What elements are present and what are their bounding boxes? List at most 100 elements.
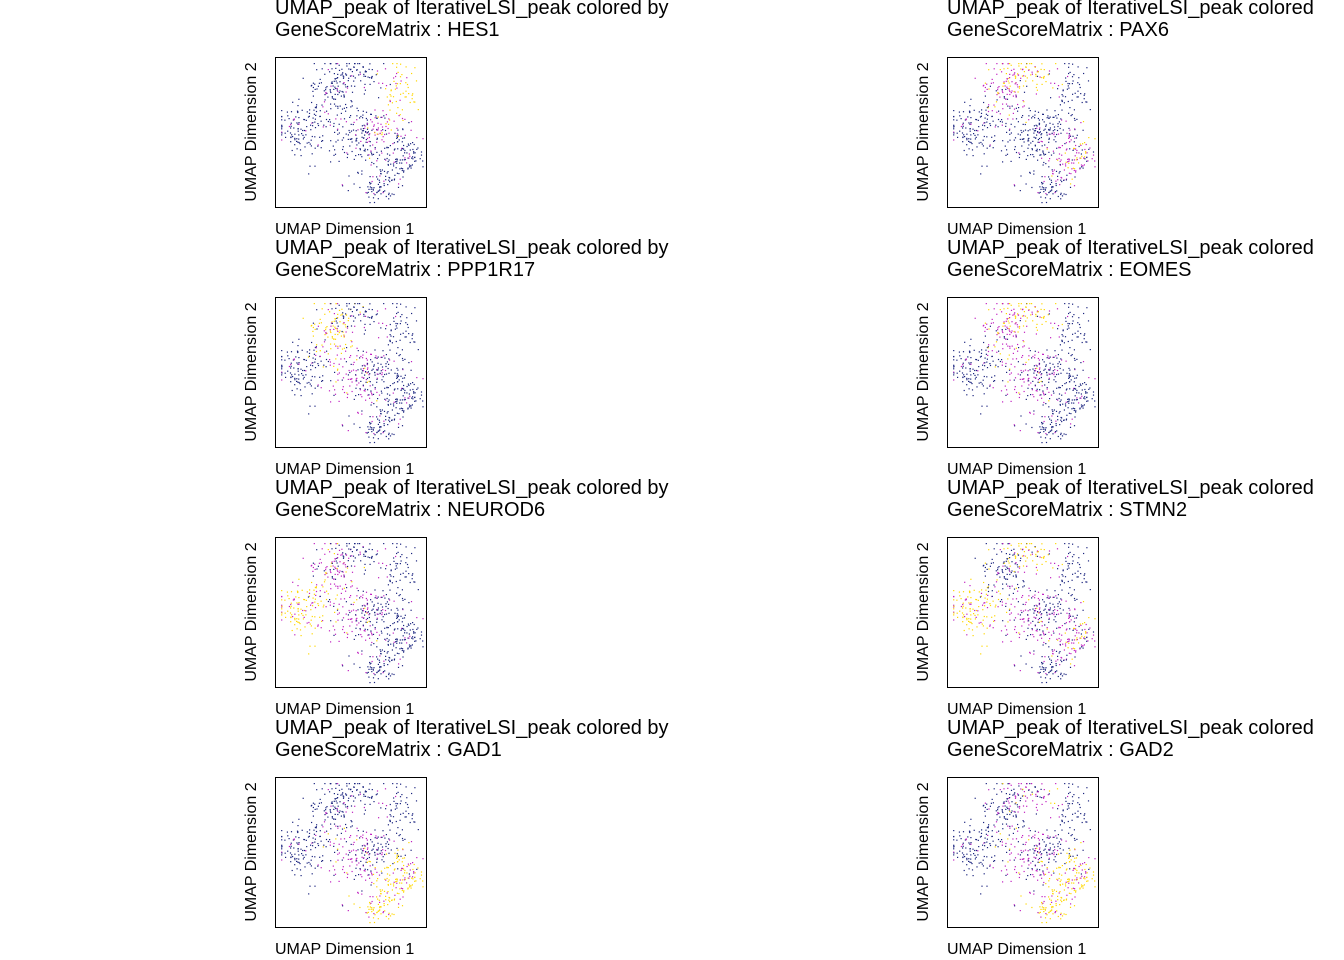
- scatter-point: [366, 381, 368, 383]
- scatter-point: [354, 543, 356, 545]
- scatter-point: [296, 122, 298, 124]
- scatter-point: [1028, 620, 1030, 622]
- scatter-point: [365, 159, 367, 161]
- scatter-point: [1052, 130, 1054, 132]
- scatter-point: [303, 136, 305, 138]
- scatter-point: [1062, 403, 1064, 405]
- scatter-point: [1078, 83, 1081, 86]
- scatter-point: [1067, 158, 1069, 160]
- scatter-point: [288, 598, 290, 600]
- scatter-point: [403, 170, 405, 172]
- scatter-point: [357, 172, 359, 174]
- scatter-point: [330, 401, 332, 403]
- scatter-point: [985, 353, 987, 355]
- scatter-point: [1005, 362, 1007, 365]
- scatter-point: [359, 666, 361, 669]
- scatter-point: [1048, 621, 1050, 623]
- scatter-point: [1040, 136, 1042, 139]
- scatter-point: [314, 136, 316, 138]
- scatter-point: [1074, 387, 1076, 390]
- scatter-point: [384, 373, 386, 376]
- scatter-point: [1037, 551, 1039, 553]
- scatter-point: [1056, 190, 1058, 192]
- scatter-point: [336, 329, 338, 331]
- scatter-point: [406, 625, 408, 628]
- scatter-point: [325, 598, 328, 601]
- scatter-point: [1089, 147, 1091, 149]
- scatter-point: [376, 406, 378, 408]
- scatter-point: [376, 129, 378, 131]
- scatter-point: [332, 325, 334, 327]
- scatter-point: [1022, 565, 1025, 567]
- scatter-point: [303, 129, 306, 132]
- scatter-point: [980, 621, 982, 624]
- scatter-point: [980, 653, 982, 655]
- scatter-point: [402, 599, 404, 601]
- scatter-point: [308, 653, 310, 655]
- scatter-point: [330, 322, 333, 324]
- scatter-point: [347, 138, 349, 140]
- scatter-point: [996, 351, 998, 353]
- scatter-point: [335, 547, 337, 549]
- scatter-point: [371, 129, 373, 131]
- scatter-point: [1043, 369, 1045, 371]
- scatter-point: [1054, 431, 1057, 433]
- scatter-point: [1010, 400, 1012, 402]
- scatter-point: [389, 339, 391, 341]
- scatter-point: [361, 653, 363, 655]
- scatter-point: [382, 136, 384, 138]
- scatter-point: [1059, 163, 1061, 166]
- scatter-point: [1056, 369, 1059, 372]
- scatter-point: [1049, 602, 1051, 604]
- scatter-point: [1086, 632, 1088, 634]
- scatter-point: [325, 331, 327, 334]
- scatter-point: [330, 641, 332, 643]
- scatter-point: [314, 361, 316, 363]
- scatter-point: [313, 829, 315, 831]
- scatter-point: [364, 89, 366, 91]
- scatter-point: [327, 353, 329, 355]
- scatter-point: [953, 374, 955, 376]
- scatter-point: [309, 109, 311, 111]
- scatter-point: [1003, 561, 1005, 563]
- scatter-point: [353, 66, 355, 68]
- scatter-point: [1014, 606, 1016, 608]
- scatter-point: [1011, 90, 1013, 92]
- scatter-point: [1086, 396, 1088, 398]
- scatter-point: [304, 386, 306, 388]
- scatter-point: [388, 179, 390, 181]
- scatter-point: [341, 570, 343, 573]
- scatter-point: [389, 661, 391, 663]
- scatter-point: [317, 604, 320, 607]
- scatter-point: [1023, 71, 1025, 73]
- scatter-point: [1040, 196, 1042, 198]
- scatter-point: [986, 323, 988, 325]
- scatter-point: [1043, 555, 1045, 558]
- scatter-point: [1057, 354, 1059, 356]
- scatter-point: [381, 126, 384, 128]
- scatter-point: [986, 607, 989, 609]
- scatter-point: [297, 381, 299, 383]
- scatter-point: [356, 549, 358, 551]
- scatter-point: [1004, 85, 1006, 87]
- scatter-point: [1048, 160, 1050, 162]
- scatter-point: [962, 125, 964, 127]
- scatter-point: [1087, 400, 1089, 402]
- scatter-point: [400, 149, 402, 151]
- scatter-point: [1039, 149, 1041, 151]
- scatter-point: [383, 410, 386, 412]
- scatter-point: [371, 180, 373, 183]
- scatter-point: [281, 836, 283, 838]
- scatter-point: [1038, 132, 1040, 134]
- scatter-point: [1009, 77, 1011, 79]
- scatter-point: [354, 77, 356, 79]
- scatter-point: [1031, 303, 1033, 305]
- scatter-point: [1089, 109, 1091, 111]
- scatter-point: [371, 309, 373, 311]
- scatter-point: [997, 571, 999, 574]
- scatter-point: [402, 369, 404, 371]
- scatter-point: [298, 578, 300, 580]
- scatter-point: [361, 650, 363, 652]
- scatter-point: [1061, 340, 1063, 342]
- scatter-point: [1049, 438, 1051, 440]
